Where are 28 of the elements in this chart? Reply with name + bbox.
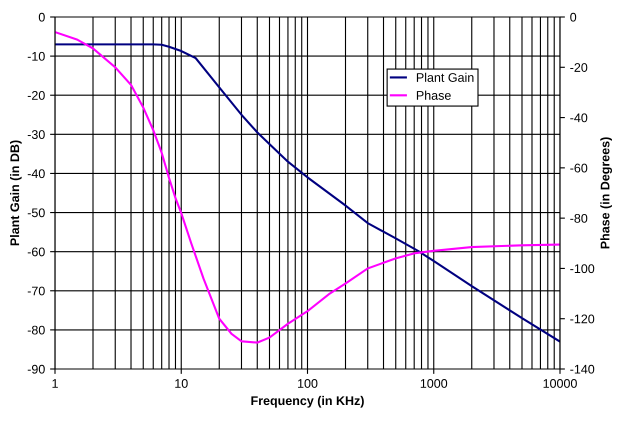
y2-axis-title: Phase (in Degrees) [600, 137, 612, 248]
legend-label: Phase [416, 90, 451, 100]
y2-tick-label: -100 [570, 264, 594, 274]
y-tick-label: -20 [28, 91, 45, 100]
x-tick-label: 1000 [420, 379, 448, 388]
x-tick-label: 100 [298, 379, 318, 388]
y-tick-label: -60 [28, 247, 45, 256]
x-tick-label: 10000 [544, 379, 577, 388]
x-axis-title: Frequency (in KHz) [251, 396, 364, 408]
y-axis-title: Plant Gain (in DB) [10, 140, 22, 246]
y2-tick-label: -120 [570, 314, 594, 324]
y-tick-label: -40 [28, 169, 45, 178]
y2-tick-label: -40 [570, 113, 588, 122]
y-tick-label: -80 [28, 326, 45, 335]
y-tick-label: 0 [38, 12, 45, 22]
x-tick-label: 10 [175, 379, 188, 388]
y2-tick-label: 0 [570, 12, 576, 22]
y-tick-label: -90 [28, 364, 45, 374]
legend-label: Plant Gain [416, 72, 474, 82]
x-tick-label: 1 [52, 379, 58, 388]
y2-tick-label: -20 [570, 63, 588, 72]
y2-tick-label: -140 [570, 364, 594, 374]
y-tick-label: -10 [28, 52, 45, 61]
y-tick-label: -70 [28, 286, 45, 296]
y2-tick-label: -80 [570, 214, 588, 223]
y2-tick-label: -60 [570, 164, 588, 173]
y-tick-label: -50 [28, 208, 45, 218]
y-tick-label: -30 [28, 130, 45, 139]
